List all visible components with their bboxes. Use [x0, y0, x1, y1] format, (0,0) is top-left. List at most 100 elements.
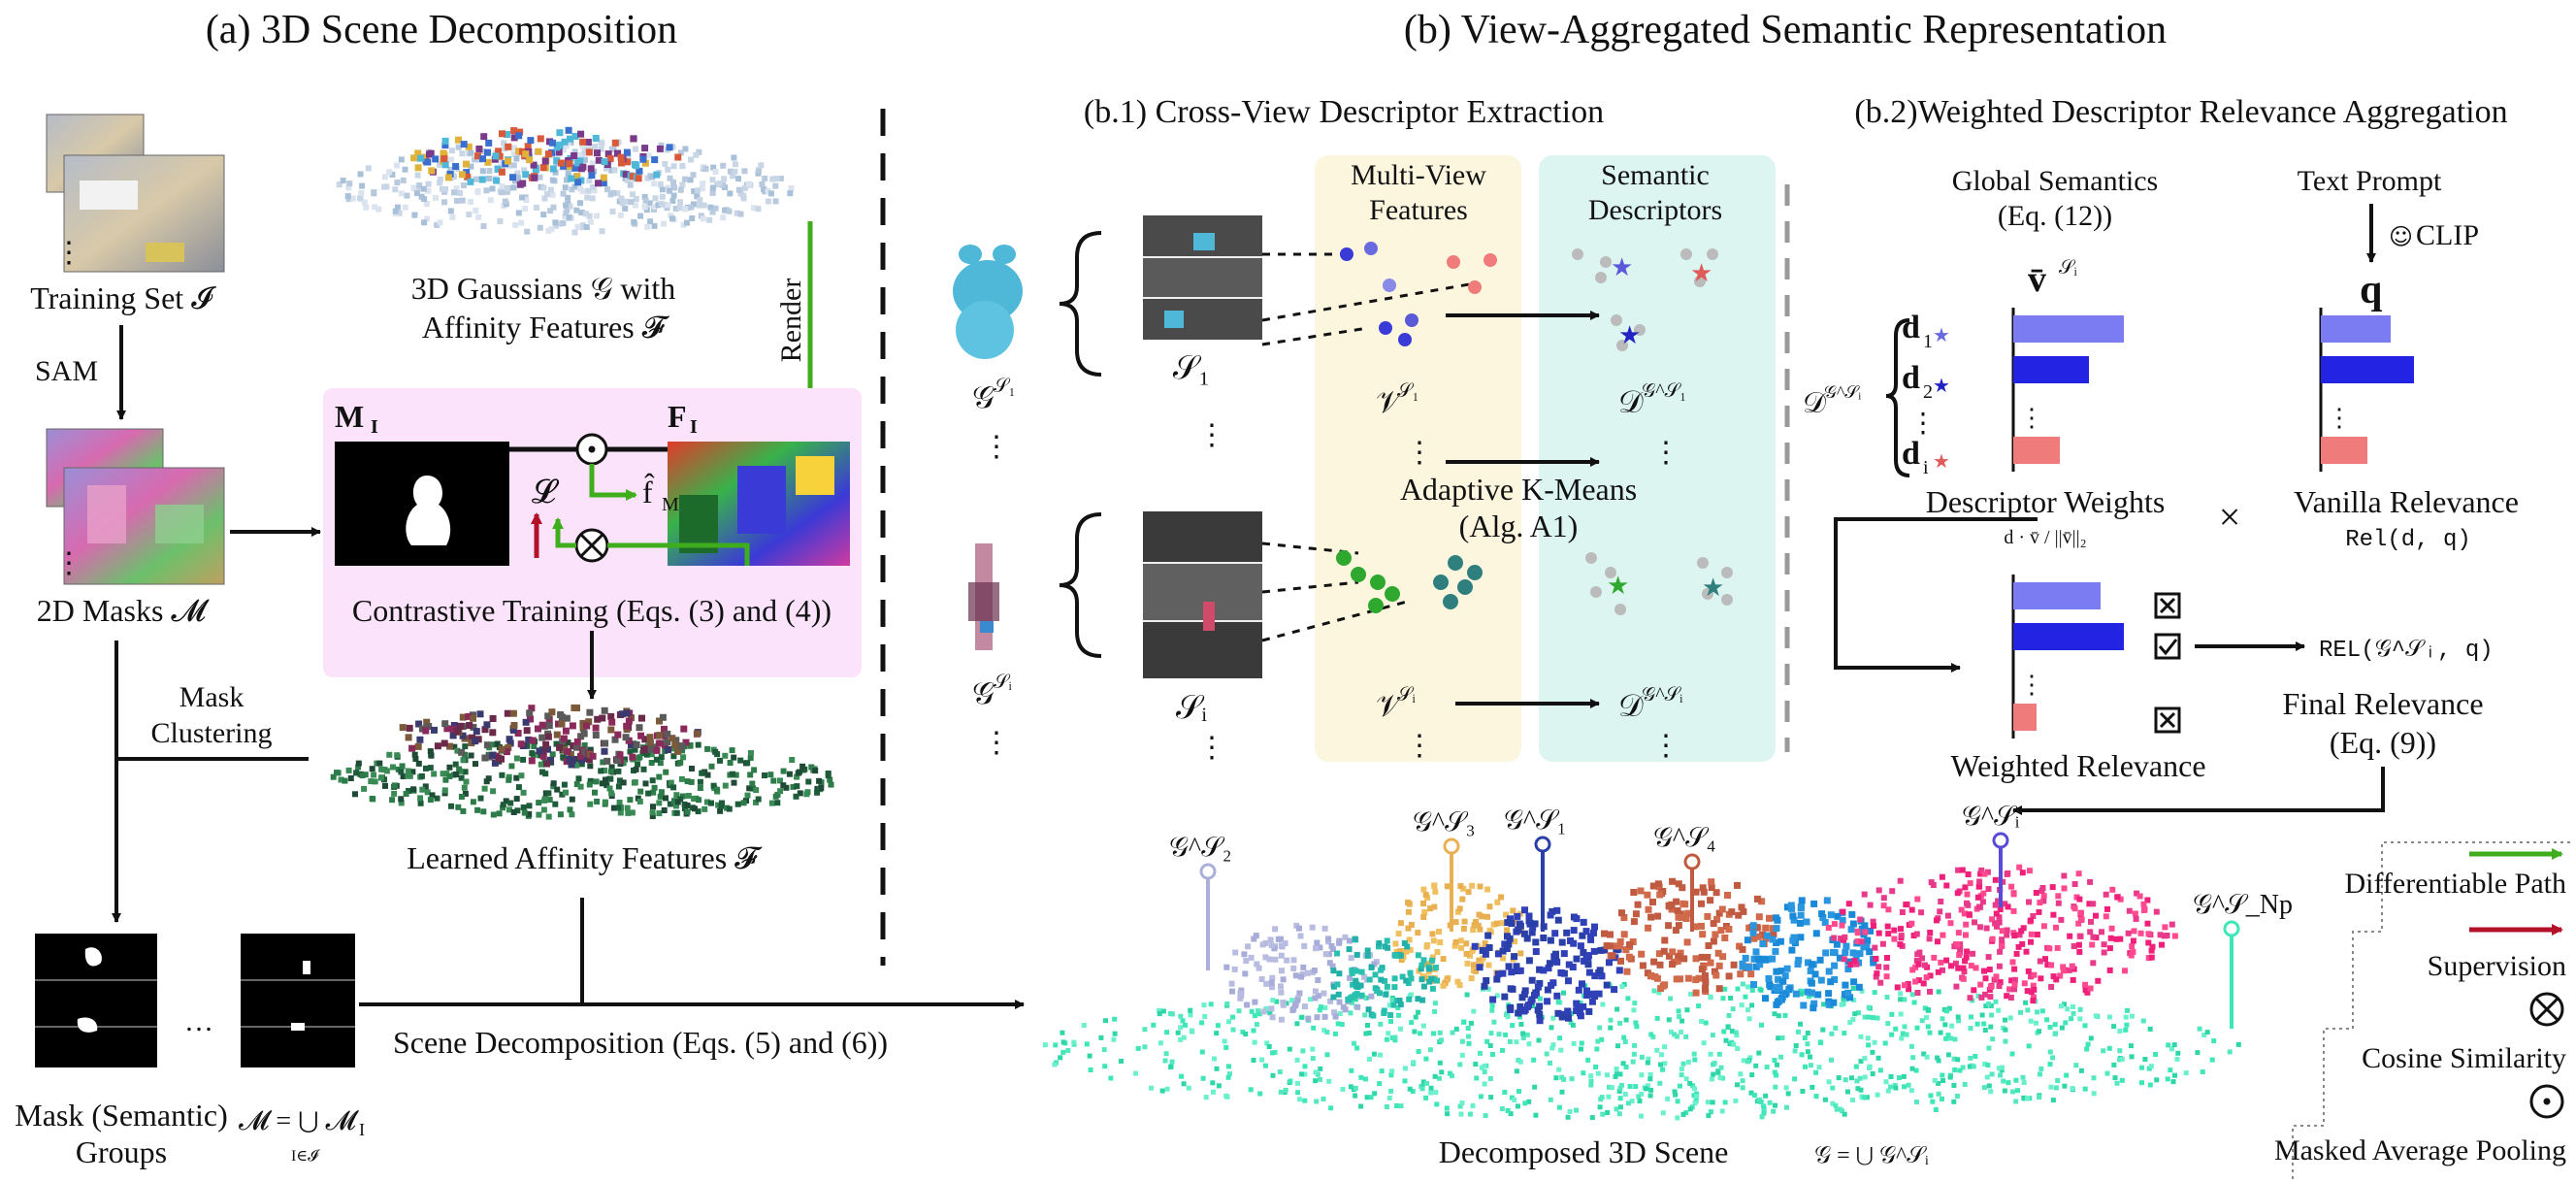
- cloud-point: [1996, 1066, 2002, 1071]
- cloud-point: [1164, 1086, 1170, 1092]
- cloud-point: [1928, 1093, 1934, 1099]
- cloud-point: [1272, 926, 1279, 933]
- cloud-point: [542, 771, 549, 777]
- cloud-point: [729, 747, 735, 754]
- cloud-point: [1975, 993, 1981, 999]
- cloud-point: [1112, 1016, 1118, 1022]
- cloud-point: [355, 764, 362, 771]
- cloud-point: [1720, 1075, 1726, 1081]
- cloud-point: [513, 774, 520, 781]
- cloud-point: [1621, 1034, 1627, 1040]
- cloud-point: [1263, 980, 1270, 987]
- bar-d1: [2321, 315, 2391, 343]
- cloud-point: [1718, 905, 1726, 913]
- cloud-point: [1321, 1013, 1328, 1020]
- cloud-point: [505, 773, 512, 780]
- cloud-point: [708, 763, 715, 770]
- cloud-point: [394, 180, 401, 185]
- cloud-point: [2039, 1008, 2045, 1014]
- learned-affinity-cloud: [330, 704, 834, 820]
- cloud-point: [1550, 1042, 1556, 1048]
- contrastive-label: Contrastive Training (Eqs. (3) and (4)): [352, 593, 831, 628]
- cloud-point: [529, 750, 536, 757]
- cloud-point: [1900, 1031, 1906, 1036]
- cloud-point: [1650, 958, 1658, 966]
- cloud-point: [1439, 1069, 1445, 1075]
- cloud-point: [1957, 1067, 1963, 1073]
- cloud-point: [410, 154, 418, 162]
- s1-ellipsis: ⋮: [1197, 419, 1226, 451]
- cloud-point: [603, 776, 608, 783]
- cloud-point: [1411, 1060, 1417, 1066]
- to-weighted-arrow: [1834, 517, 2038, 673]
- gaussians-label-2: Affinity Features 𝓕: [422, 310, 670, 345]
- cloud-point: [1722, 1100, 1728, 1105]
- cloud-point: [1630, 889, 1638, 896]
- cloud-point: [633, 162, 640, 170]
- cloud-point: [567, 751, 574, 758]
- cloud-point: [1271, 945, 1278, 952]
- cloud-point: [1854, 930, 1861, 936]
- cloud-point: [549, 165, 557, 173]
- cloud-point: [578, 756, 585, 764]
- cloud-point: [1803, 918, 1810, 926]
- cloud-point: [1914, 1025, 1920, 1031]
- cloud-point: [656, 739, 664, 747]
- cloud-point: [1746, 1016, 1752, 1022]
- cloud-point: [526, 803, 533, 809]
- cloud-point: [1875, 1055, 1881, 1061]
- cloud-point: [398, 796, 405, 803]
- cloud-point: [684, 219, 690, 226]
- cloud-point: [1674, 957, 1681, 965]
- cloud-point: [1985, 954, 1992, 961]
- cloud-point: [563, 210, 570, 216]
- cloud-point: [1483, 1113, 1488, 1119]
- cloud-point: [2015, 943, 2022, 950]
- cloud-point: [1476, 911, 1483, 918]
- cloud-point: [730, 173, 736, 180]
- cloud-point: [470, 714, 476, 722]
- cloud-point: [1769, 955, 1777, 963]
- cloud-point: [565, 194, 571, 201]
- cloud-point: [2002, 1088, 2007, 1094]
- cloud-point: [1818, 1040, 1824, 1045]
- cloud-point: [1987, 994, 1994, 1001]
- cloud-point: [1811, 970, 1819, 978]
- cloud-point: [1830, 1085, 1836, 1091]
- cloud-point: [372, 204, 378, 211]
- cloud-point: [1943, 1035, 1949, 1041]
- d-si-label: 𝒟: [1618, 688, 1644, 723]
- cloud-point: [1275, 936, 1282, 942]
- cloud-point: [1433, 1090, 1439, 1096]
- cloud-point: [474, 806, 481, 813]
- cloud-point: [1515, 1103, 1520, 1109]
- cloud-point: [1601, 946, 1609, 954]
- cloud-point: [1376, 940, 1383, 946]
- cloud-point: [1484, 913, 1490, 920]
- cloud-point: [406, 724, 413, 732]
- cloud-point: [1467, 952, 1473, 959]
- cloud-point: [1675, 1099, 1680, 1104]
- cloud-point: [1951, 943, 1958, 950]
- cloud-point: [1511, 953, 1518, 961]
- cloud-point: [408, 744, 416, 752]
- cloud-point: [671, 798, 677, 804]
- cloud-point: [2078, 909, 2084, 916]
- cloud-point: [712, 205, 719, 212]
- cloud-point: [1842, 934, 1848, 940]
- cloud-point: [1199, 1020, 1205, 1026]
- cloud-point: [2201, 1033, 2207, 1037]
- cloud-point: [1549, 1025, 1554, 1031]
- cloud-point: [2054, 944, 2061, 951]
- cloud-point: [2171, 933, 2178, 939]
- cloud-point: [629, 173, 636, 181]
- cloud-point: [1242, 970, 1249, 977]
- cloud-point: [691, 796, 698, 802]
- cloud-point: [1842, 949, 1849, 956]
- cloud-point: [1846, 994, 1854, 1001]
- cloud-point: [1982, 975, 1989, 982]
- cloud-point: [1747, 1055, 1753, 1061]
- cloud-point: [1841, 956, 1847, 963]
- cloud-point: [465, 712, 473, 720]
